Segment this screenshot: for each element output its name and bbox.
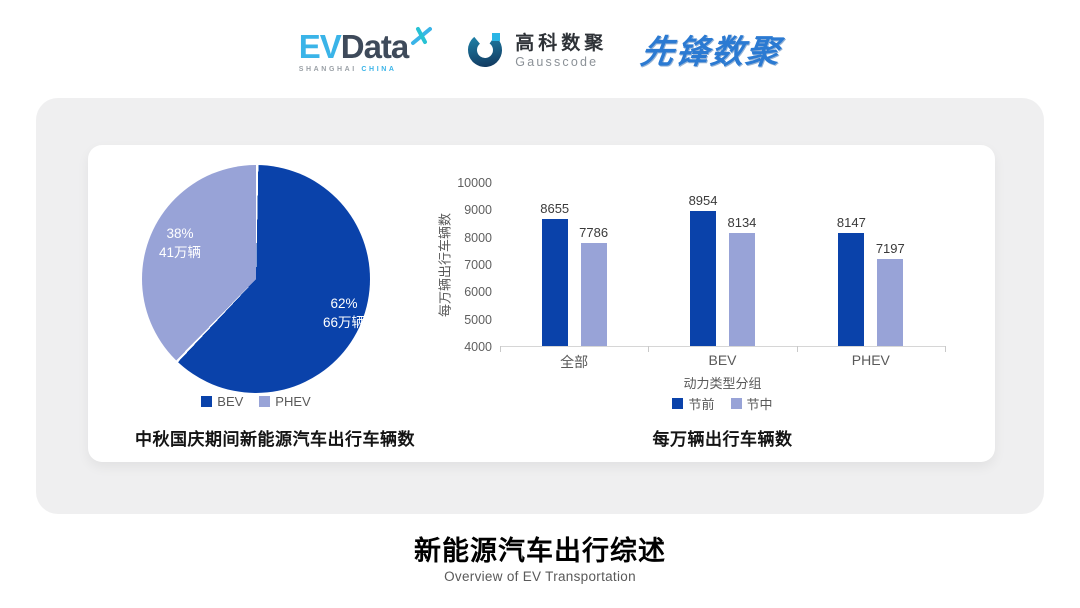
evdata-wordmark: EV Data bbox=[298, 26, 433, 65]
gausscode-cn-name: 高科数聚 bbox=[515, 32, 608, 54]
legend-swatch-icon bbox=[730, 398, 742, 409]
y-tick-label: 7000 bbox=[464, 258, 492, 272]
bar-x-axis-title: 动力类型分组 bbox=[683, 376, 762, 391]
bar-legend: 节前 节中 bbox=[500, 394, 945, 413]
bar-categories: 全部 BEV PHEV bbox=[500, 352, 945, 372]
legend-label: 节中 bbox=[746, 397, 773, 412]
bar: 8954 bbox=[688, 192, 718, 346]
y-tick-label: 6000 bbox=[464, 285, 492, 300]
evdata-data-text: Data bbox=[340, 27, 410, 65]
bar-value-label: 8134 bbox=[727, 215, 757, 231]
category-label: 全部 bbox=[560, 354, 589, 370]
evdata-subtext: SHANGHAI CHINA bbox=[299, 66, 433, 73]
gausscode-g-icon bbox=[466, 29, 506, 74]
gausscode-en-name: Gausscode bbox=[515, 54, 599, 69]
bar: 8655 bbox=[540, 202, 569, 346]
bar-value-label: 8147 bbox=[836, 214, 866, 230]
legend-item: BEV bbox=[201, 394, 243, 409]
header-logo-row: EV Data SHANGHAI CHINA bbox=[0, 18, 1080, 84]
page-subtitle: Overview of EV Transportation bbox=[444, 569, 636, 584]
phev-percent: 38% bbox=[166, 226, 194, 242]
page-title: 新能源汽车出行综述 bbox=[414, 536, 666, 566]
bar-plot: 8655 7786 8954 8134 8147 7197 bbox=[500, 183, 946, 352]
bar-value-label: 8954 bbox=[688, 192, 718, 208]
pie-legend: BEV PHEV bbox=[88, 394, 424, 409]
bar-y-ticks: 4000 5000 6000 7000 8000 9000 10000 bbox=[452, 176, 492, 354]
legend-swatch-icon bbox=[201, 396, 213, 407]
phev-value: 41万辆 bbox=[158, 245, 202, 260]
bar: 8147 bbox=[837, 216, 866, 346]
legend-item: 节中 bbox=[730, 394, 773, 413]
bar: 8134 bbox=[727, 216, 756, 346]
x-axis-tick bbox=[796, 346, 798, 352]
evdata-logo: EV Data SHANGHAI CHINA bbox=[298, 26, 433, 73]
bar-rect bbox=[838, 232, 865, 346]
legend-item: 节前 bbox=[672, 394, 715, 413]
y-tick-label: 8000 bbox=[464, 230, 492, 245]
bev-percent: 62% bbox=[330, 296, 358, 312]
category-label: PHEV bbox=[851, 352, 890, 368]
bar-value-label: 7786 bbox=[579, 224, 609, 240]
bar-rect bbox=[728, 233, 755, 346]
y-tick-label: 10000 bbox=[457, 176, 492, 190]
y-tick-label: 5000 bbox=[464, 312, 492, 327]
bar-value-label: 8655 bbox=[540, 200, 570, 216]
gausscode-text: 高科数聚 Gausscode bbox=[515, 33, 607, 69]
x-axis-tick bbox=[648, 346, 650, 352]
category-label: BEV bbox=[708, 352, 737, 368]
charts-card: 38% 41万辆 62% 66万辆 BEV PHEV 中秋国庆期间新能源汽车出行车… bbox=[88, 145, 995, 462]
bar-y-axis-title: 每万辆出行车辆数 bbox=[437, 212, 453, 318]
y-tick-label: 9000 bbox=[464, 203, 492, 218]
gausscode-logo: 高科数聚 Gausscode bbox=[466, 29, 607, 74]
pie-slice-label-phev: 38% 41万辆 bbox=[159, 225, 201, 263]
bar-rect bbox=[580, 242, 607, 346]
pie-slice-label-bev: 62% 66万辆 bbox=[323, 295, 365, 333]
pie-chart bbox=[142, 165, 370, 393]
pioneer-logo: 先锋数聚 bbox=[638, 32, 784, 70]
x-axis-tick bbox=[500, 346, 501, 352]
bar-value-label: 7197 bbox=[875, 240, 905, 256]
bar-rect bbox=[877, 258, 904, 346]
x-spark-icon bbox=[410, 26, 433, 52]
bar-rect bbox=[690, 210, 717, 346]
x-axis-tick bbox=[945, 346, 946, 352]
legend-label: PHEV bbox=[275, 394, 311, 409]
bar: 7197 bbox=[876, 242, 905, 346]
bar: 7786 bbox=[579, 226, 608, 346]
bar-group: 8147 7197 bbox=[797, 183, 945, 346]
legend-item: PHEV bbox=[259, 394, 311, 409]
pie-chart-title: 中秋国庆期间新能源汽车出行车辆数 bbox=[135, 430, 415, 449]
evdata-china-text: CHINA bbox=[361, 65, 397, 73]
bar-group: 8954 8134 bbox=[648, 183, 796, 346]
legend-swatch-icon bbox=[672, 398, 684, 409]
bar-rect bbox=[541, 218, 568, 346]
bar-group: 8655 7786 bbox=[500, 183, 648, 346]
bar-chart-title: 每万辆出行车辆数 bbox=[652, 430, 793, 449]
legend-label: BEV bbox=[217, 394, 244, 409]
bev-value: 66万辆 bbox=[322, 315, 366, 330]
evdata-ev-text: EV bbox=[298, 27, 342, 65]
legend-swatch-icon bbox=[259, 396, 271, 407]
y-tick-label: 4000 bbox=[464, 340, 492, 354]
evdata-shanghai-text: SHANGHAI bbox=[298, 65, 357, 73]
legend-label: 节前 bbox=[688, 397, 715, 412]
